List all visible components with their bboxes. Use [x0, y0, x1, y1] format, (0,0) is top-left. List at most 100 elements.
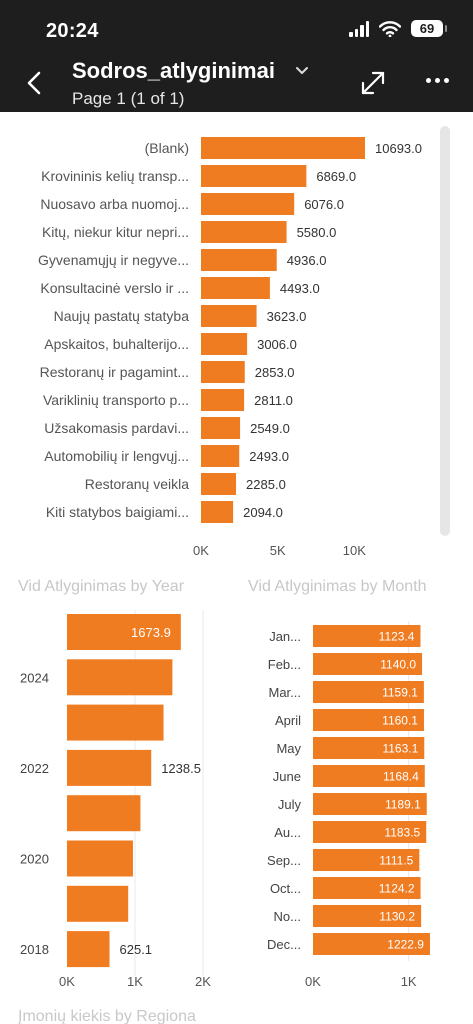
bar[interactable] — [201, 473, 237, 495]
bar[interactable] — [313, 793, 427, 815]
chart-scrollbar[interactable] — [440, 126, 450, 536]
x-tick-label: 1K — [127, 974, 143, 989]
battery-icon: 69 — [411, 20, 447, 37]
data-label: 1159.1 — [382, 686, 418, 700]
category-label: Konsultacinė verslo ir ... — [40, 280, 189, 296]
bar[interactable] — [201, 221, 287, 243]
bar[interactable] — [201, 361, 245, 383]
report-title[interactable]: Sodros_atlyginimai — [72, 58, 275, 83]
bar[interactable] — [313, 933, 430, 955]
category-label: Užsakomasis pardavi... — [44, 420, 189, 436]
category-label: Kitų, niekur kitur nepri... — [42, 224, 189, 240]
data-label: 2493.0 — [249, 449, 289, 464]
category-label: (Blank) — [145, 140, 189, 156]
category-label: July — [278, 797, 302, 812]
bar[interactable] — [67, 931, 110, 968]
bar[interactable] — [201, 417, 241, 439]
data-label: 1160.1 — [382, 714, 418, 728]
bar[interactable] — [313, 625, 421, 647]
bar[interactable] — [201, 277, 270, 299]
category-label: Mar... — [268, 685, 301, 700]
bar[interactable] — [201, 305, 257, 327]
more-icon[interactable] — [426, 78, 449, 83]
data-label: 2549.0 — [250, 421, 290, 436]
x-tick-label: 10K — [343, 543, 366, 558]
data-label: 4936.0 — [287, 253, 327, 268]
category-label: April — [275, 713, 301, 728]
bar[interactable] — [313, 821, 427, 843]
month-chart-title: Vid Atlyginimas by Month — [248, 578, 427, 595]
category-label: Sep... — [267, 853, 301, 868]
x-tick-label: 2K — [195, 974, 211, 989]
data-label: 1163.1 — [382, 742, 418, 756]
top-bar: 20:24 69 Sodros_atlyginimai Page 1 (1 of… — [0, 0, 473, 112]
year-salary-chart: 1673.9 2024 2022 1238.5 2020 2018 625.1 0K 1K 2K — [20, 610, 211, 989]
bar[interactable] — [201, 445, 240, 467]
bar[interactable] — [201, 193, 295, 215]
bar[interactable] — [201, 501, 234, 523]
data-label: 625.1 — [120, 942, 153, 957]
chevron-down-icon[interactable] — [295, 66, 309, 76]
category-label: June — [273, 769, 301, 784]
back-button[interactable] — [22, 68, 46, 98]
category-label: Automobilių ir lengvųj... — [44, 448, 189, 464]
x-tick-label: 5K — [270, 543, 286, 558]
bar[interactable] — [201, 333, 248, 355]
expand-icon[interactable] — [360, 70, 386, 96]
category-label: Kiti statybos baigiami... — [46, 504, 189, 520]
bar[interactable] — [67, 614, 181, 650]
category-label: Variklinių transporto p... — [43, 392, 189, 408]
year-chart-title: Vid Atlyginimas by Year — [18, 578, 185, 595]
x-tick-label: 0K — [59, 974, 75, 989]
data-label: 3006.0 — [257, 337, 297, 352]
data-label: 1189.1 — [385, 798, 421, 812]
industry-salary-chart: (Blank) 10693.0 Krovininis kelių transp...… — [38, 137, 422, 558]
bar[interactable] — [313, 877, 421, 899]
data-label: 2285.0 — [246, 477, 286, 492]
category-label: Krovininis kelių transp... — [41, 168, 189, 184]
battery-level: 69 — [419, 21, 435, 36]
data-label: 4493.0 — [280, 281, 320, 296]
data-label: 1140.0 — [380, 658, 416, 672]
bar[interactable] — [201, 389, 245, 411]
region-chart-title: Įmonių kiekis by Regiona — [18, 1008, 196, 1024]
bar[interactable] — [313, 709, 424, 731]
bar[interactable] — [313, 653, 423, 675]
category-label: Jan... — [269, 629, 301, 644]
bar[interactable] — [201, 137, 365, 159]
data-label: 1168.4 — [383, 770, 419, 784]
bar[interactable] — [313, 737, 425, 759]
data-label: 1222.9 — [387, 938, 424, 952]
data-label: 1183.5 — [384, 826, 420, 840]
bar[interactable] — [313, 765, 425, 787]
data-label: 6076.0 — [304, 197, 344, 212]
data-label: 2853.0 — [255, 365, 295, 380]
data-label: 1238.5 — [161, 761, 201, 776]
page-indicator[interactable]: Page 1 (1 of 1) — [72, 89, 185, 108]
category-label: 2020 — [20, 852, 49, 867]
month-salary-chart: Jan... 1123.4 Feb... 1140.0 Mar... 1159.1 Apri… — [267, 621, 430, 989]
bar[interactable] — [67, 749, 152, 786]
bar[interactable] — [313, 849, 420, 871]
category-label: No... — [274, 909, 301, 924]
bar[interactable] — [201, 249, 277, 271]
category-label: Restoranų veikla — [85, 476, 189, 492]
category-label: Restoranų ir pagamint... — [40, 364, 189, 380]
category-label: Feb... — [268, 657, 301, 672]
bar[interactable] — [67, 659, 173, 696]
bar[interactable] — [67, 840, 133, 877]
data-label: 6869.0 — [316, 169, 356, 184]
bar[interactable] — [67, 885, 129, 922]
data-label: 1124.2 — [379, 882, 415, 896]
back-chevron-icon — [27, 71, 41, 95]
x-tick-label: 0K — [305, 974, 321, 989]
data-label: 10693.0 — [375, 141, 422, 156]
bar[interactable] — [67, 704, 164, 741]
bar[interactable] — [67, 795, 141, 832]
data-label: 3623.0 — [267, 309, 307, 324]
bar[interactable] — [313, 905, 422, 927]
bar[interactable] — [201, 165, 307, 187]
bar[interactable] — [313, 681, 424, 703]
category-label: 2018 — [20, 942, 49, 957]
data-label: 2811.0 — [254, 393, 293, 408]
